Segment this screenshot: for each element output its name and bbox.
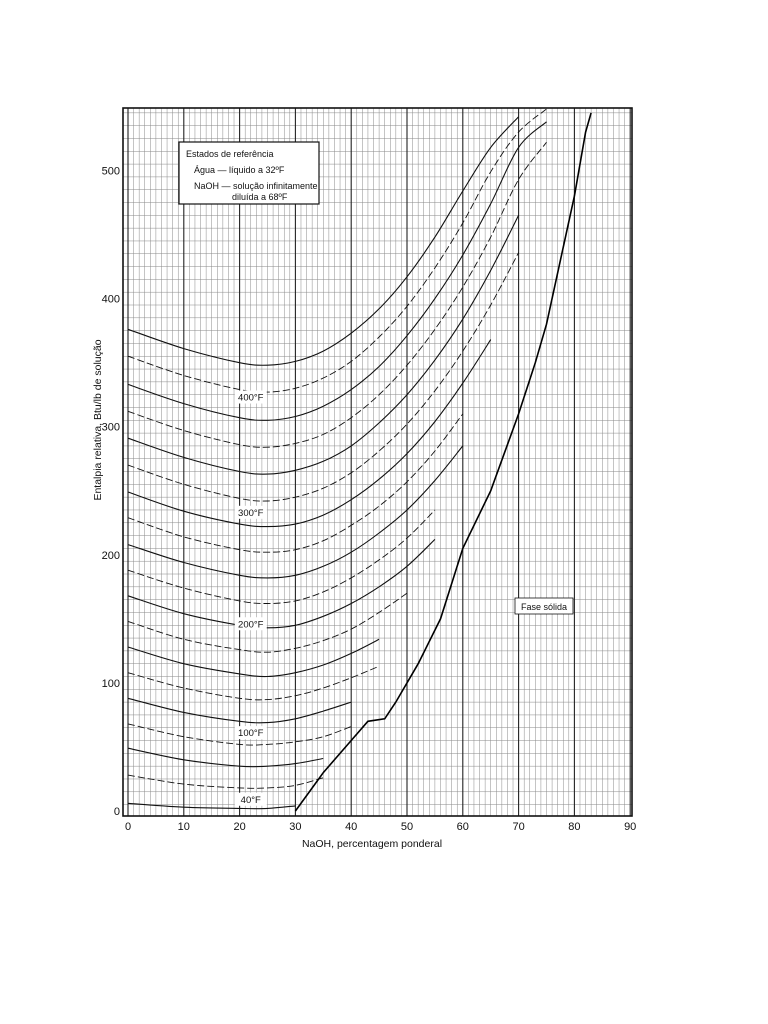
isotherm-label: 200°F [238,619,264,630]
isotherm-line [127,747,324,768]
y-tick-label: 500 [102,166,120,178]
y-tick-label: 200 [102,550,120,562]
reference-box-frame [178,141,320,205]
x-tick-label: 80 [568,821,580,833]
y-tick-label: 100 [102,678,120,690]
minor-grid [123,108,632,816]
x-tick-label: 90 [624,821,636,833]
isotherm-line [127,802,296,810]
isotherm-line [127,774,324,789]
y-axis-ticks: 0 100 200 300 400 500 [102,166,120,819]
x-axis-ticks: 0 10 20 30 40 50 60 70 80 90 [125,821,636,833]
y-tick-label: 400 [102,294,120,306]
isotherm-series [127,108,547,810]
solid-phase-label: Fase sólida [521,602,567,612]
isotherm-line [127,121,547,421]
isotherm-label-bg [234,617,267,631]
reference-box-water: Água — líquido a 32ºF [194,165,285,175]
y-axis-label: Entalpia relativa, Btu/lb de solução [92,339,104,500]
isotherm-label-bg [234,726,267,740]
y-tick-label: 0 [114,806,120,818]
isotherm-label: 400°F [238,393,264,404]
isotherm-label-bg [234,505,267,519]
isotherm-line [127,592,408,653]
isotherm-line [127,413,464,553]
isotherm-label-bg [234,792,267,806]
isotherm-line [127,215,520,475]
isotherm-line [127,665,380,701]
y-tick-label: 300 [102,422,120,434]
saturation-curve [294,112,592,812]
isotherm-line [127,723,352,746]
isotherm-labels: 40°F 100°F 200°F 300°F 400°F [234,390,267,806]
saturation-boundary-line [294,112,592,812]
x-tick-label: 10 [178,821,190,833]
isotherm-line [127,697,352,724]
x-tick-label: 60 [457,821,469,833]
x-tick-label: 0 [125,821,131,833]
isotherm-line [127,509,436,604]
major-grid [127,108,631,816]
isotherm-label: 100°F [238,728,264,739]
reference-box-title: Estados de referência [186,149,274,159]
x-tick-label: 20 [233,821,245,833]
isotherm-label-bg [234,390,267,404]
x-axis-label: NaOH, percentagem ponderal [302,838,442,850]
isotherm-line [127,252,519,502]
reference-box-naoh-cont: diluída a 68ºF [232,192,288,202]
solid-phase-label-bg [514,597,574,615]
isotherm-line [127,142,547,448]
x-tick-label: 40 [345,821,357,833]
isotherm-line [127,539,436,629]
plot-border [122,107,633,817]
isotherm-line [127,339,492,528]
x-tick-label: 30 [289,821,301,833]
isotherm-line [127,108,547,393]
x-tick-label: 50 [401,821,413,833]
isotherm-line [127,116,520,366]
reference-states-box: Estados de referência Água — líquido a 3… [178,141,320,205]
isotherm-line [127,638,380,678]
isotherm-line [127,445,464,579]
isotherm-label: 40°F [241,795,261,806]
isotherm-label: 300°F [238,508,264,519]
solid-phase-label-group: Fase sólida [514,597,574,615]
reference-box-naoh: NaOH — solução infinitamente [194,181,318,191]
x-tick-label: 70 [512,821,524,833]
